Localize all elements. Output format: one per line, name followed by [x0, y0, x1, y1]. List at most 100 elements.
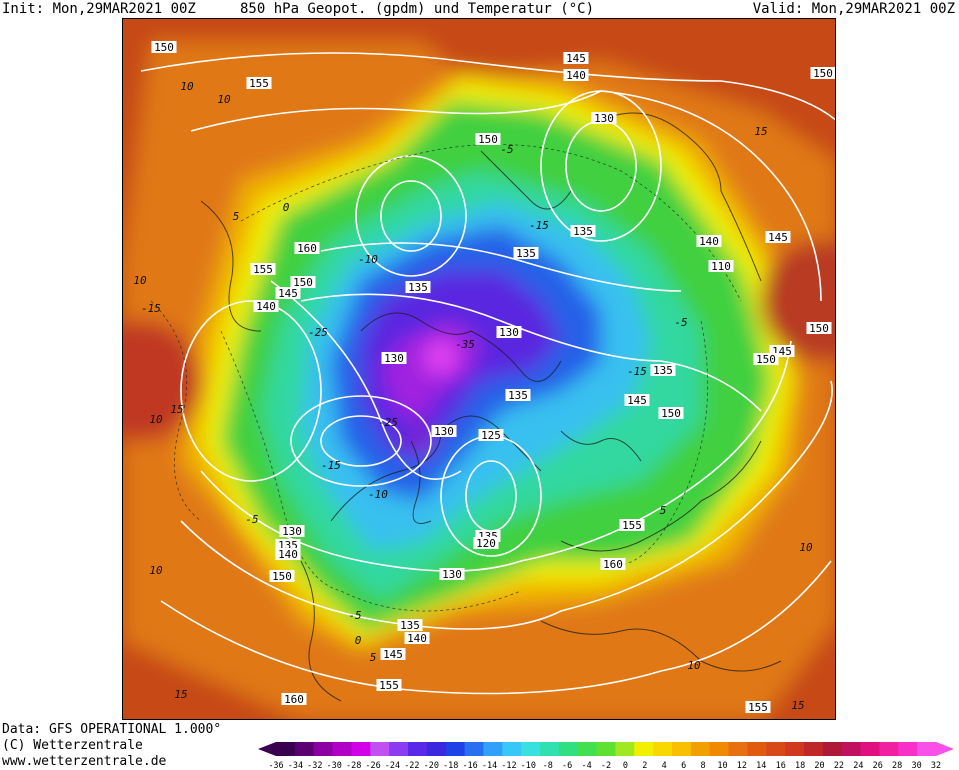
svg-text:120: 120 [476, 537, 496, 550]
weather-map[interactable]: 10 10 15 -5 -15 5 0 -10 -5 -15 -35 -25 -25 10 -15 10 15-… [122, 18, 836, 720]
colorbar-swatch [294, 742, 315, 756]
temperature-label: -15 [141, 302, 161, 315]
svg-text:160: 160 [297, 242, 317, 255]
svg-text:130: 130 [442, 568, 462, 581]
height-label: 160 [281, 693, 307, 706]
temperature-label: 10 [687, 659, 701, 672]
valid-time: Valid: Mon,29MAR2021 00Z [752, 1, 955, 17]
height-label: 125 [478, 429, 504, 442]
colorbar-swatch [690, 742, 711, 756]
colorbar-tick-label: -14 [482, 761, 497, 770]
colorbar-swatch [709, 742, 730, 756]
svg-text:140: 140 [566, 69, 586, 82]
colorbar-swatch [558, 742, 579, 756]
height-label: 155 [376, 679, 402, 692]
svg-text:145: 145 [768, 231, 788, 244]
temperature-label: -10 [358, 253, 378, 266]
svg-text:150: 150 [293, 276, 313, 289]
height-label: 150 [806, 322, 832, 335]
svg-text:130: 130 [282, 525, 302, 538]
height-label: 140 [275, 548, 301, 561]
temperature-label: -35 [455, 338, 475, 351]
colorbar-swatch [577, 742, 598, 756]
colorbar-swatch [822, 742, 843, 756]
temperature-label: 15 [791, 699, 804, 712]
svg-text:155: 155 [253, 263, 273, 276]
colorbar-tick-label: -18 [443, 761, 458, 770]
height-label: 130 [279, 525, 305, 538]
svg-text:110: 110 [711, 260, 731, 273]
temperature-label: 5 [660, 504, 667, 517]
colorbar-swatch [464, 742, 484, 756]
temperature-label: 0 [283, 201, 290, 214]
colorbar-swatch [766, 742, 786, 756]
svg-text:155: 155 [249, 77, 269, 90]
svg-text:140: 140 [699, 235, 719, 248]
colorbar-tick-label: 2 [642, 761, 647, 770]
colorbar-tick-label: -22 [404, 761, 419, 770]
temperature-label: 5 [233, 210, 240, 223]
height-label: 130 [496, 326, 522, 339]
colorbar-swatch [370, 742, 390, 756]
temperature-label: -5 [674, 316, 687, 329]
colorbar-swatch [672, 742, 692, 756]
colorbar-tick-label: 14 [756, 761, 766, 770]
svg-text:150: 150 [809, 322, 829, 335]
colorbar-swatch [445, 742, 466, 756]
temperature-label: 10 [133, 274, 147, 287]
svg-text:135: 135 [400, 619, 420, 632]
colorbar-tick-label: 4 [662, 761, 667, 770]
height-label: 155 [745, 701, 771, 714]
colorbar-swatch [483, 742, 503, 756]
temperature-label: -25 [378, 416, 398, 429]
height-label: 150 [151, 41, 177, 54]
height-label: 145 [765, 231, 791, 244]
colorbar-tick-label: -12 [501, 761, 516, 770]
temperature-label: 5 [370, 651, 377, 664]
colorbar-min-arrow [258, 742, 276, 756]
colorbar-tick-label: 8 [700, 761, 705, 770]
temperature-label: 10 [180, 80, 194, 93]
colorbar-swatch [898, 742, 918, 756]
chart-title: 850 hPa Geopot. (gpdm) und Temperatur (°… [240, 1, 595, 17]
height-label: 145 [563, 52, 589, 65]
svg-text:160: 160 [603, 558, 623, 571]
height-label: 150 [658, 407, 684, 420]
colorbar-swatch [313, 742, 334, 756]
temperature-label: -5 [245, 513, 258, 526]
svg-text:135: 135 [408, 281, 428, 294]
temperature-label: 15 [174, 688, 187, 701]
colorbar-swatch [540, 742, 560, 756]
svg-text:125: 125 [481, 429, 501, 442]
svg-text:150: 150 [478, 133, 498, 146]
height-label: 145 [624, 394, 650, 407]
height-label: 110 [708, 260, 734, 273]
svg-text:150: 150 [154, 41, 174, 54]
colorbar-swatch [351, 742, 371, 756]
colorbar-tick-label: 22 [834, 761, 844, 770]
colorbar-swatch [747, 742, 767, 756]
svg-text:130: 130 [594, 112, 614, 125]
colorbar-tick-label: -4 [581, 761, 591, 770]
temperature-label: -10 [368, 488, 388, 501]
temperature-label: -15 [321, 459, 341, 472]
temperature-label: -5 [348, 609, 361, 622]
colorbar-swatch [653, 742, 673, 756]
colorbar-swatch [426, 742, 447, 756]
colorbar-tick-label: 24 [853, 761, 863, 770]
colorbar-swatch [860, 742, 880, 756]
colorbar-tick-label: 18 [795, 761, 805, 770]
svg-text:145: 145 [627, 394, 647, 407]
svg-text:145: 145 [383, 648, 403, 661]
height-label: 155 [619, 519, 645, 532]
temperature-colorbar: -36 -34 -32 -30 -28 -26 -24 -22 -20 -18 -16 -14 -12-… [258, 742, 954, 770]
svg-text:130: 130 [499, 326, 519, 339]
colorbar-swatch [841, 742, 862, 756]
temperature-label: -25 [308, 326, 328, 339]
svg-text:155: 155 [622, 519, 642, 532]
copyright-note: (C) Wetterzentrale [2, 738, 143, 753]
temperature-label: 10 [149, 564, 163, 577]
height-label: 135 [505, 389, 531, 402]
height-label: 130 [431, 425, 457, 438]
